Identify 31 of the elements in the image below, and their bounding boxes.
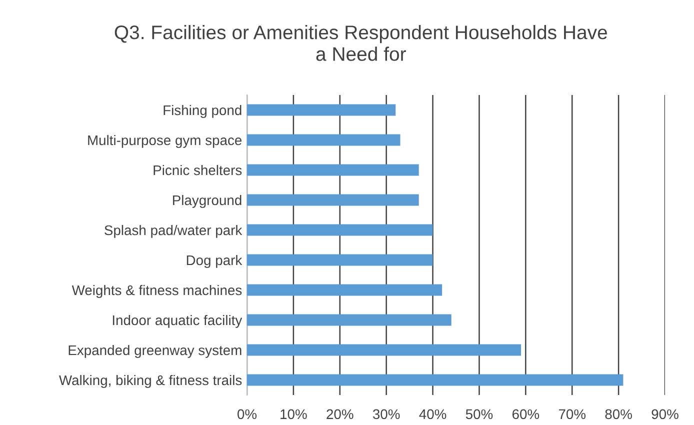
x-tick-label: 0% — [238, 409, 257, 420]
bar — [247, 224, 433, 236]
bar — [247, 344, 522, 356]
x-tick-label: 40% — [419, 409, 446, 420]
bar — [247, 194, 419, 206]
x-tick-label: 60% — [512, 409, 540, 420]
y-tick-label: Picnic shelters — [154, 164, 242, 176]
y-tick-label: Expanded greenway system — [68, 344, 242, 358]
y-tick-label: Multi-purpose gym space — [88, 134, 242, 148]
y-tick-label: Weights & fitness machines — [72, 284, 242, 298]
bar — [247, 134, 400, 146]
bar — [247, 164, 419, 176]
y-tick-label: Fishing pond — [164, 104, 242, 118]
bar — [247, 254, 433, 266]
bar — [247, 314, 452, 326]
x-tick-label: 10% — [280, 409, 307, 420]
y-tick-label: Dog park — [186, 254, 242, 268]
y-tick-label: Walking, biking & fitness trails — [59, 374, 242, 388]
x-tick-label: 90% — [652, 409, 678, 420]
x-tick-label: 70% — [558, 409, 586, 420]
bar — [247, 284, 442, 296]
chart-title: Q3. Facilities or Amenities Respondent Households Have a Need for — [114, 25, 607, 61]
x-tick-label: 20% — [326, 409, 354, 420]
x-tick-label: 50% — [466, 409, 493, 420]
y-tick-label: Splash pad/water park — [104, 224, 242, 238]
x-tick-label: 80% — [605, 409, 632, 420]
bar — [247, 374, 624, 386]
x-tick-label: 30% — [372, 409, 400, 420]
y-tick-label: Indoor aquatic facility — [112, 314, 242, 328]
bar — [247, 104, 396, 116]
y-tick-label: Playground — [173, 194, 242, 208]
